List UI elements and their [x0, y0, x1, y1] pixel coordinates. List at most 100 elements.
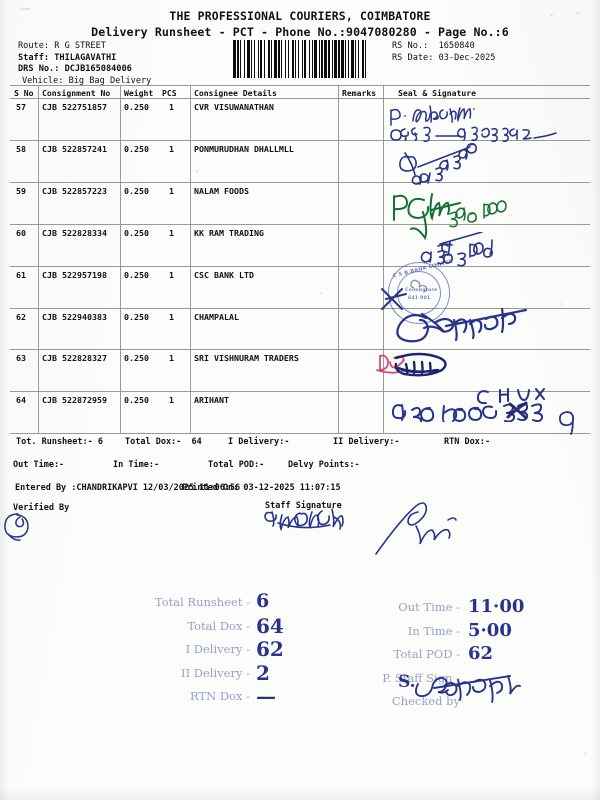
in-time: In Time:- — [113, 460, 160, 470]
column-header: Seal & Signature — [398, 87, 476, 98]
verified-by-mark — [4, 513, 29, 541]
cell-consignment-no: CJB 522828334 — [42, 227, 107, 238]
scan-speck — [196, 170, 198, 172]
consignment-table: S No Consignment No Weight PCS Consignee Det… — [10, 85, 590, 435]
manual-value: 64 — [256, 613, 284, 638]
cell-sno: 62 — [16, 311, 26, 322]
route-field: Route: R G STREET — [18, 41, 106, 51]
verified-by-label: Verified By — [13, 503, 70, 513]
manual-value: — — [256, 684, 276, 708]
ii-delivery: II Delivery:- — [333, 437, 400, 447]
bank-stamp-glyph — [410, 279, 428, 293]
scan-speck — [584, 752, 587, 755]
bank-stamp-pin: 641 001 — [408, 296, 431, 301]
header-right-block: RS No.: 1650840 RS Date: 03-Dec-2025 — [392, 41, 495, 65]
cell-weight: 0.250 — [124, 143, 149, 154]
column-header: S No — [14, 87, 34, 98]
manual-value: 62 — [256, 637, 284, 661]
cell-pcs: 1 — [169, 185, 174, 196]
manual-label: Total POD - — [393, 647, 460, 661]
cell-consignee: CHAMPALAL — [194, 311, 239, 322]
cell-consignment-no: CJB 522857223 — [42, 185, 107, 196]
printed-on: Printed On: 03-12-2025 11:07:15 — [182, 483, 341, 493]
column-header: Consignment No — [42, 87, 111, 98]
manual-staff-sign-prefix: S. — [398, 672, 416, 692]
i-delivery: I Delivery:- — [228, 437, 290, 447]
signature-row-63 — [376, 352, 447, 377]
company-title: THE PROFESSIONAL COURIERS, COIMBATORE — [169, 9, 431, 23]
staff-field: Staff: THILAGAVATHI — [18, 52, 117, 63]
signature-row-58 — [399, 143, 477, 185]
cell-weight: 0.250 — [124, 269, 149, 280]
cell-pcs: 1 — [169, 269, 174, 280]
cell-consignment-no: CJB 522828327 — [42, 353, 107, 364]
cell-weight: 0.250 — [124, 353, 149, 364]
manual-label: I Delivery - — [185, 642, 250, 656]
cell-pcs: 1 — [169, 143, 174, 154]
document-subtitle: Delivery Runsheet - PCT - Phone No.:9047… — [91, 25, 509, 39]
column-header: Consignee Details — [194, 87, 277, 98]
bank-stamp-city: Coimbatore — [405, 288, 438, 293]
cell-weight: 0.250 — [124, 185, 149, 196]
cell-consignee: CSC BANK LTD — [194, 269, 254, 280]
signature-row-64 — [392, 388, 545, 422]
manual-value: 62 — [468, 643, 494, 664]
cell-sno: 64 — [16, 395, 26, 406]
staff-signature-mark — [264, 508, 344, 532]
page-edge-shadow-right — [590, 0, 600, 800]
cell-consignee: PONMURUDHAN DHALLMLL — [194, 143, 294, 154]
column-divider — [38, 85, 39, 433]
signature-row-62 — [396, 308, 528, 343]
tot-runsheet: Tot. Runsheet:- 6 — [16, 437, 103, 447]
cell-consignee: KK RAM TRADING — [194, 227, 264, 238]
cell-weight: 0.250 — [124, 227, 149, 238]
column-header: Remarks — [342, 87, 377, 98]
scan-speck — [575, 12, 580, 14]
entered-by: Entered By :CHANDRIKAPVI 12/03/2025 11:0… — [15, 483, 241, 493]
cell-consignee: SRI VISHNURAM TRADERS — [194, 353, 299, 364]
cell-consignment-no: CJB 522940383 — [42, 311, 107, 322]
page-edge-shadow-bottom — [0, 786, 600, 800]
cell-pcs: 1 — [169, 353, 174, 364]
cell-sno: 63 — [16, 353, 26, 364]
out-time: Out Time:- — [13, 460, 65, 470]
manager-signature-mark — [375, 502, 457, 555]
total-dox: Total Dox:- 64 — [125, 437, 202, 447]
cell-consignment-no: CJB 522872959 — [42, 395, 107, 406]
rs-no-field: RS No.: 1650840 — [392, 41, 475, 51]
cell-sno: 61 — [16, 269, 26, 280]
signature-row-59 — [393, 193, 507, 240]
signature-row-60 — [420, 232, 493, 267]
manual-label: P. Staff Sign - — [382, 670, 460, 685]
delvy-points: Delvy Points:- — [288, 460, 360, 470]
cell-sno: 57 — [16, 102, 26, 112]
cell-weight: 0.250 — [124, 102, 149, 112]
cell-weight: 0.250 — [124, 395, 149, 406]
manual-label: In Time - — [407, 623, 460, 638]
column-divider — [190, 85, 191, 433]
cell-pcs: 1 — [169, 227, 174, 238]
scan-speck — [560, 303, 562, 305]
cell-pcs: 1 — [169, 311, 174, 322]
cell-consignee: NALAM FOODS — [194, 185, 249, 196]
cell-pcs: 1 — [169, 395, 174, 406]
signature-row-62-partial-top — [558, 411, 575, 435]
cell-sno: 60 — [16, 227, 26, 238]
cell-pcs: 1 — [169, 102, 174, 112]
manual-label: RTN Dox - — [189, 689, 250, 703]
cell-consignment-no: CJB 522857241 — [42, 143, 107, 154]
cell-consignee: CVR VISUWANATHAN — [194, 102, 274, 112]
manual-value: 2 — [256, 660, 270, 685]
manual-label: Total Runsheet - — [154, 595, 250, 609]
signature-row-61-mark — [381, 288, 407, 310]
scan-speck — [320, 292, 322, 294]
vehicle-field: Vehicle: Big Bag Delivery — [22, 75, 152, 86]
cell-sno: 58 — [16, 143, 26, 154]
manual-label: Out Time - — [398, 600, 460, 614]
column-header: PCS — [162, 87, 177, 98]
column-divider — [120, 85, 121, 433]
cell-consignment-no: CJB 522957198 — [42, 269, 107, 280]
scan-speck — [20, 8, 30, 10]
cell-weight: 0.250 — [124, 311, 149, 322]
manual-value: 6 — [256, 590, 270, 612]
